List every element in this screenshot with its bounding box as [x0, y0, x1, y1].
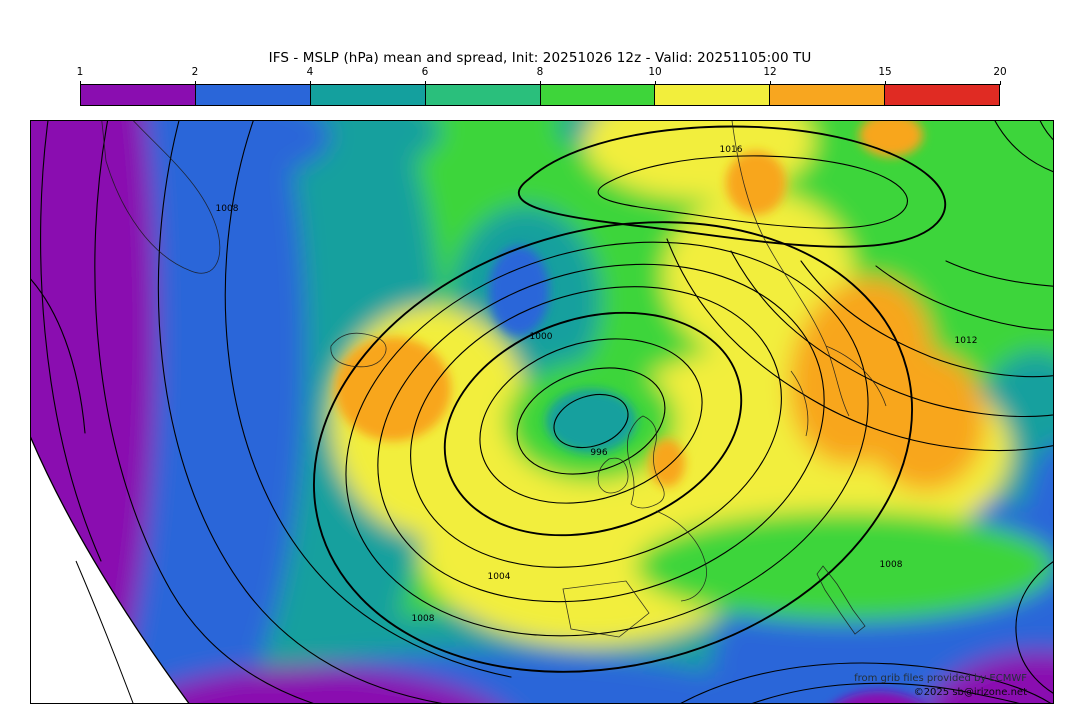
colorbar-tick-mark — [1000, 81, 1001, 85]
colorbar-tick-row: 1 2 4 6 8 10 12 15 20 — [76, 66, 1007, 85]
colorbar-tick-mark — [310, 81, 311, 85]
map-canvas: 996 1000 1004 1008 1016 1012 1008 1008 — [31, 121, 1053, 703]
contour-label: 996 — [590, 448, 607, 458]
colorbar-tick-label: 20 — [993, 66, 1007, 78]
contour-label: 1008 — [216, 204, 239, 214]
contour-label: 1008 — [412, 614, 435, 624]
contour-labels-layer: 996 1000 1004 1008 1016 1012 1008 1008 — [216, 145, 978, 624]
coastlines — [101, 121, 887, 638]
attribution-source: from grib files provided by ECMWF — [854, 673, 1027, 684]
colorbar-tick-mark — [655, 81, 656, 85]
attribution: from grib files provided by ECMWF ©2025 … — [854, 672, 1027, 700]
chart-title: IFS - MSLP (hPa) mean and spread, Init: … — [268, 50, 812, 66]
colorbar-tick-label: 12 — [763, 66, 777, 78]
colorbar-tick-mark — [885, 81, 886, 85]
colorbar-segment — [884, 85, 999, 105]
colorbar-tick-label: 8 — [536, 66, 544, 78]
colorbar-segment — [424, 85, 540, 105]
colorbar-segment — [309, 85, 425, 105]
colorbar-tick-mark — [425, 81, 426, 85]
map-white-mask — [31, 436, 190, 703]
contour-label: 1008 — [880, 560, 903, 570]
colorbar-tick-label: 15 — [878, 66, 892, 78]
colorbar-tick-label: 6 — [421, 66, 429, 78]
colorbar-segment — [654, 85, 770, 105]
colorbar-bar — [80, 84, 1000, 106]
colorbar-segment — [769, 85, 885, 105]
colorbar-segment — [194, 85, 310, 105]
colorbar-segment — [81, 85, 195, 105]
contour-label: 1000 — [530, 332, 553, 342]
contour-label: 1012 — [955, 336, 978, 346]
colorbar-tick-label: 10 — [648, 66, 662, 78]
spread-orange-blobs — [789, 277, 986, 491]
colorbar-tick-label: 2 — [191, 66, 199, 78]
colorbar-tick-mark — [540, 81, 541, 85]
colorbar-tick-mark — [195, 81, 196, 85]
colorbar-tick-mark — [80, 81, 81, 85]
attribution-copyright: ©2025 sb@irizone.net — [913, 687, 1027, 698]
weather-map: 996 1000 1004 1008 1016 1012 1008 1008 from gri… — [30, 120, 1054, 704]
spread-fill-layer — [31, 121, 1053, 703]
colorbar-segment — [539, 85, 655, 105]
colorbar-tick-mark — [770, 81, 771, 85]
colorbar-tick-label: 1 — [76, 66, 84, 78]
contour-lines — [31, 121, 1053, 703]
contour-label: 1004 — [488, 572, 511, 582]
contour-label: 1016 — [720, 145, 743, 155]
colorbar: 1 2 4 6 8 10 12 15 20 — [76, 66, 1007, 106]
colorbar-tick-label: 4 — [306, 66, 314, 78]
